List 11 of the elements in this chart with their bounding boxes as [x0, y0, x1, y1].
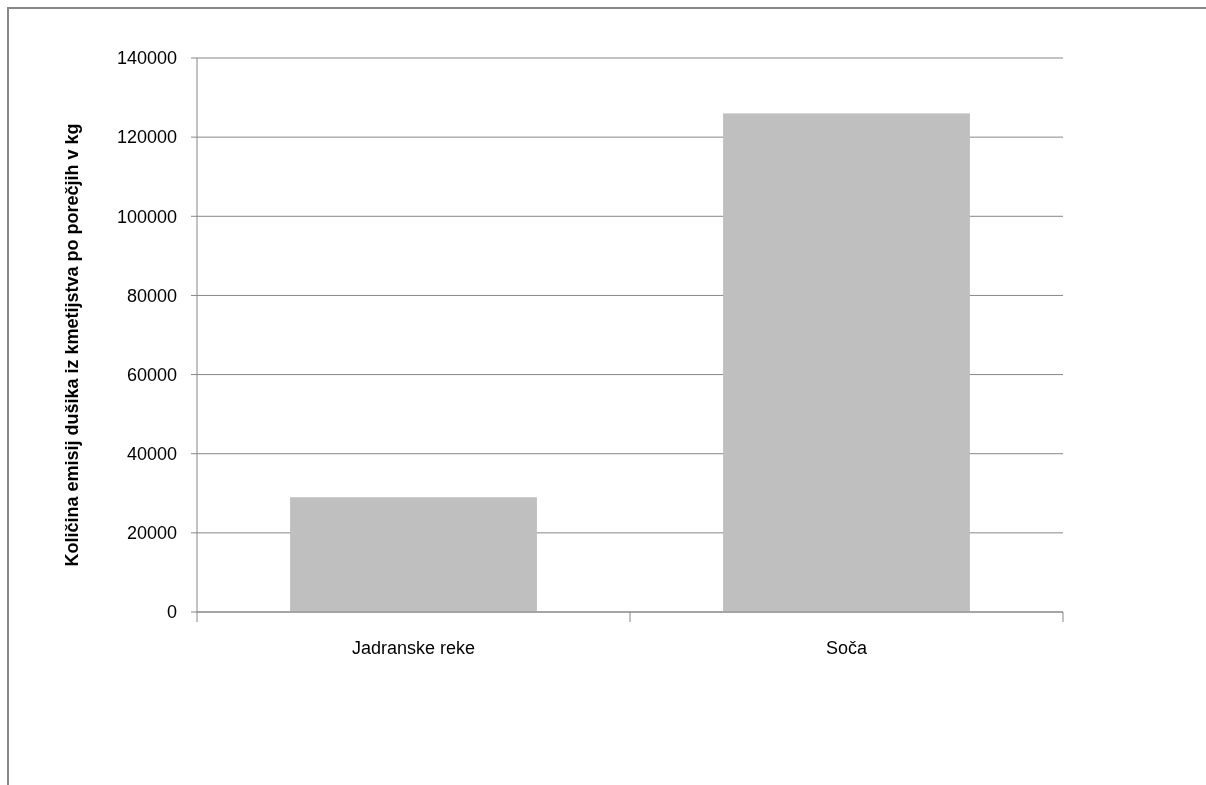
- y-tick-label: 60000: [126, 364, 177, 385]
- y-tick-label: 100000: [116, 206, 177, 227]
- x-tick-label: Jadranske reke: [351, 638, 476, 658]
- y-tick-label: 0: [166, 602, 177, 623]
- y-tick-label: 80000: [126, 285, 177, 306]
- y-axis-title: Količina emisij dušika iz kmetijstva po porečjih v kg: [62, 123, 82, 567]
- y-tick-label: 120000: [116, 127, 177, 148]
- y-tick-label: 140000: [116, 48, 177, 69]
- x-tick-label: Soča: [825, 638, 868, 658]
- y-tick-label: 20000: [126, 523, 177, 544]
- y-tick-label: 40000: [126, 444, 177, 465]
